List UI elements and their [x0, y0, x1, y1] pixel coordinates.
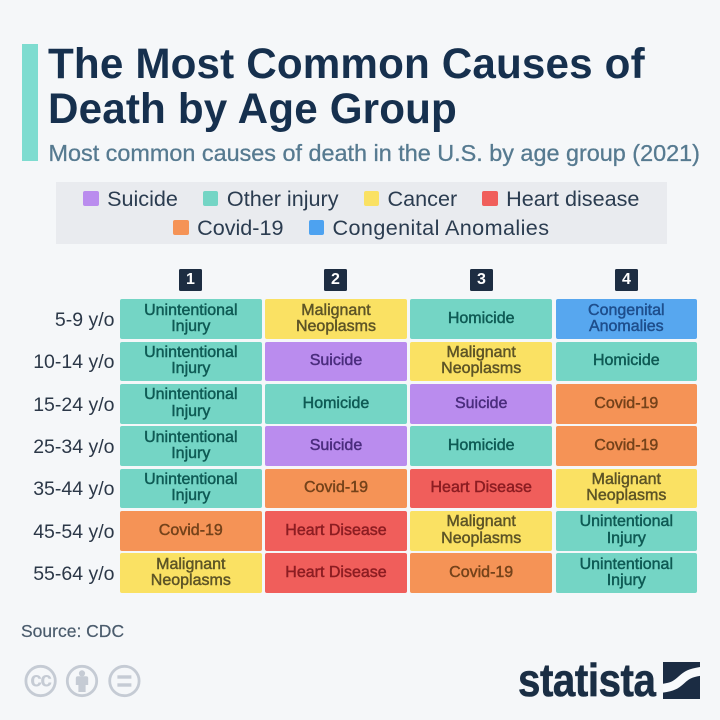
svg-text:cc: cc [30, 669, 52, 692]
